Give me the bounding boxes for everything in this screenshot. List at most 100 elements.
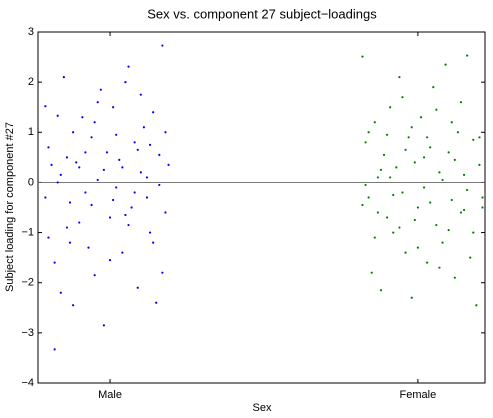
point bbox=[373, 236, 376, 239]
x-tick-label: Male bbox=[98, 389, 122, 401]
point bbox=[367, 131, 370, 134]
point bbox=[435, 223, 438, 227]
y-tick-label: −3 bbox=[21, 327, 34, 339]
point bbox=[105, 151, 109, 154]
point bbox=[459, 211, 463, 214]
point bbox=[386, 216, 389, 219]
point bbox=[426, 261, 429, 264]
point bbox=[364, 141, 367, 144]
point bbox=[459, 101, 463, 104]
point bbox=[139, 93, 142, 96]
point bbox=[78, 166, 81, 169]
point bbox=[392, 231, 395, 234]
point bbox=[472, 138, 475, 141]
point bbox=[108, 259, 112, 262]
point bbox=[102, 168, 105, 171]
point bbox=[382, 153, 386, 156]
point bbox=[373, 121, 376, 124]
point bbox=[416, 246, 419, 249]
point bbox=[426, 136, 429, 139]
plot-frame bbox=[37, 31, 486, 384]
point bbox=[78, 221, 81, 224]
point bbox=[462, 173, 466, 177]
point bbox=[142, 126, 146, 129]
point bbox=[361, 203, 364, 207]
point bbox=[124, 213, 127, 217]
point bbox=[466, 54, 469, 57]
point bbox=[438, 171, 441, 174]
point bbox=[121, 166, 124, 169]
point bbox=[112, 198, 115, 202]
point bbox=[158, 153, 161, 156]
point bbox=[410, 296, 413, 299]
point bbox=[127, 223, 130, 227]
point bbox=[148, 143, 152, 146]
point bbox=[59, 173, 62, 177]
point bbox=[164, 211, 167, 214]
point bbox=[450, 121, 453, 124]
point bbox=[389, 176, 392, 179]
point bbox=[56, 114, 59, 117]
y-tick-label: 2 bbox=[28, 76, 34, 88]
point bbox=[62, 76, 65, 79]
point bbox=[90, 203, 93, 207]
point bbox=[53, 348, 56, 351]
point bbox=[475, 304, 478, 307]
point bbox=[398, 226, 401, 229]
point bbox=[379, 168, 383, 171]
point bbox=[71, 131, 75, 134]
y-axis-label: Subject loading for component #27 bbox=[4, 122, 16, 292]
chart-title: Sex vs. component 27 subject−loadings bbox=[147, 6, 377, 21]
point bbox=[376, 211, 379, 214]
point bbox=[453, 276, 456, 279]
point bbox=[404, 251, 407, 254]
point bbox=[462, 208, 466, 212]
point bbox=[47, 236, 50, 239]
point bbox=[152, 241, 155, 244]
point bbox=[441, 241, 444, 244]
point bbox=[84, 151, 87, 154]
point bbox=[99, 88, 102, 91]
point bbox=[158, 183, 161, 187]
point bbox=[401, 191, 404, 194]
point bbox=[164, 131, 167, 134]
point bbox=[386, 133, 389, 136]
point bbox=[152, 111, 155, 114]
y-tick-label: 0 bbox=[28, 176, 34, 188]
point bbox=[96, 178, 99, 182]
point bbox=[395, 166, 398, 169]
point bbox=[450, 198, 453, 202]
point bbox=[432, 86, 435, 89]
point bbox=[392, 193, 395, 197]
point bbox=[361, 55, 364, 58]
point bbox=[44, 196, 47, 199]
point bbox=[136, 148, 139, 151]
point bbox=[478, 163, 481, 166]
point bbox=[65, 156, 69, 159]
point bbox=[133, 191, 136, 194]
point bbox=[68, 241, 72, 244]
point bbox=[389, 106, 392, 109]
point bbox=[115, 186, 118, 189]
point bbox=[367, 196, 370, 199]
point bbox=[102, 324, 105, 327]
point bbox=[466, 188, 469, 192]
point bbox=[47, 146, 50, 149]
point bbox=[115, 133, 118, 136]
point bbox=[112, 106, 115, 109]
y-tick-label: −1 bbox=[21, 226, 34, 238]
y-tick-label: 1 bbox=[28, 126, 34, 138]
point bbox=[413, 218, 416, 222]
point bbox=[68, 201, 72, 204]
point bbox=[161, 271, 164, 274]
point bbox=[429, 146, 432, 149]
point bbox=[472, 231, 475, 234]
point bbox=[447, 151, 450, 154]
x-axis-label: Sex bbox=[253, 402, 272, 414]
point bbox=[136, 286, 139, 289]
point bbox=[167, 163, 170, 166]
point bbox=[481, 206, 484, 209]
point bbox=[435, 108, 438, 111]
